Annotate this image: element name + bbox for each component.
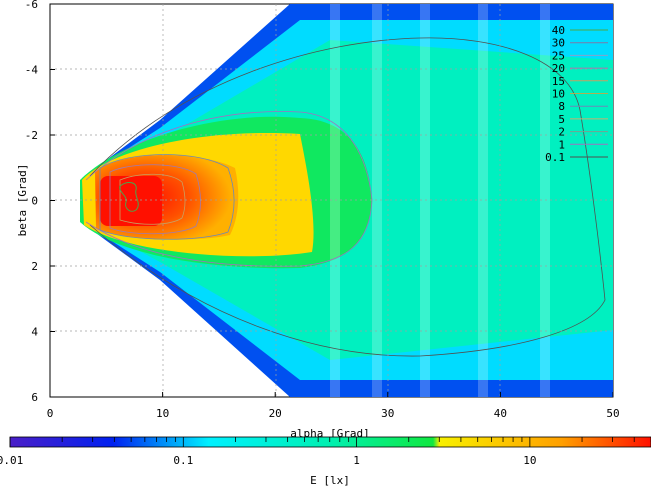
y-tick-label: -2 bbox=[25, 129, 38, 142]
legend-entry-label: 15 bbox=[552, 75, 565, 88]
legend-entry-label: 0.1 bbox=[545, 151, 565, 164]
y-tick-label: 0 bbox=[31, 195, 38, 208]
contour-inner-3 bbox=[119, 173, 186, 225]
legend-entry-label: 8 bbox=[558, 100, 565, 113]
heatmap-red-spot bbox=[100, 176, 162, 226]
x-tick-label: 10 bbox=[156, 407, 169, 420]
legend-entry-label: 5 bbox=[558, 113, 565, 126]
y-tick-label: 6 bbox=[31, 391, 38, 404]
legend-entry-label: 10 bbox=[552, 88, 565, 101]
y-tick-label: -4 bbox=[25, 64, 39, 77]
legend-entry-label: 25 bbox=[552, 49, 565, 62]
y-axis-ticks: -6 -4 -2 0 2 4 6 bbox=[25, 0, 55, 404]
x-tick-label: 30 bbox=[381, 407, 394, 420]
colorbar-tick-label: 0.1 bbox=[173, 454, 193, 467]
contour-inner-1 bbox=[99, 154, 235, 240]
x-tick-label: 40 bbox=[494, 407, 507, 420]
colorbar-ticks: 0.01 0.1 1 10 bbox=[0, 437, 651, 467]
colorbar-label: E [lx] bbox=[310, 474, 350, 486]
legend-entry-label: 2 bbox=[558, 126, 565, 139]
contour-peak bbox=[119, 182, 139, 212]
x-tick-label: 50 bbox=[606, 407, 619, 420]
heatmap-field bbox=[80, 4, 613, 397]
legend-entry-label: 40 bbox=[552, 24, 565, 37]
colorbar-tick-label: 1 bbox=[353, 454, 360, 467]
heatmap-stripes bbox=[330, 4, 550, 397]
colorbar bbox=[9, 436, 651, 448]
grid-lines bbox=[50, 4, 613, 397]
colorbar-tick-label: 0.01 bbox=[0, 454, 23, 467]
x-tick-label: 20 bbox=[269, 407, 282, 420]
x-tick-label: 0 bbox=[47, 407, 54, 420]
y-tick-label: -6 bbox=[25, 0, 38, 11]
contour-inner-2 bbox=[109, 164, 201, 235]
y-tick-label: 4 bbox=[31, 326, 38, 339]
y-axis-label: beta [Grad] bbox=[16, 164, 29, 237]
y-tick-label: 2 bbox=[31, 260, 38, 273]
legend-entry-label: 30 bbox=[552, 37, 565, 50]
contour-outer bbox=[89, 37, 606, 357]
x-axis-ticks: 0 10 20 30 40 50 bbox=[47, 392, 620, 420]
legend-entry-label: 1 bbox=[558, 138, 565, 151]
legend-entry-label: 20 bbox=[552, 62, 565, 75]
colorbar-tick-label: 10 bbox=[523, 454, 536, 467]
